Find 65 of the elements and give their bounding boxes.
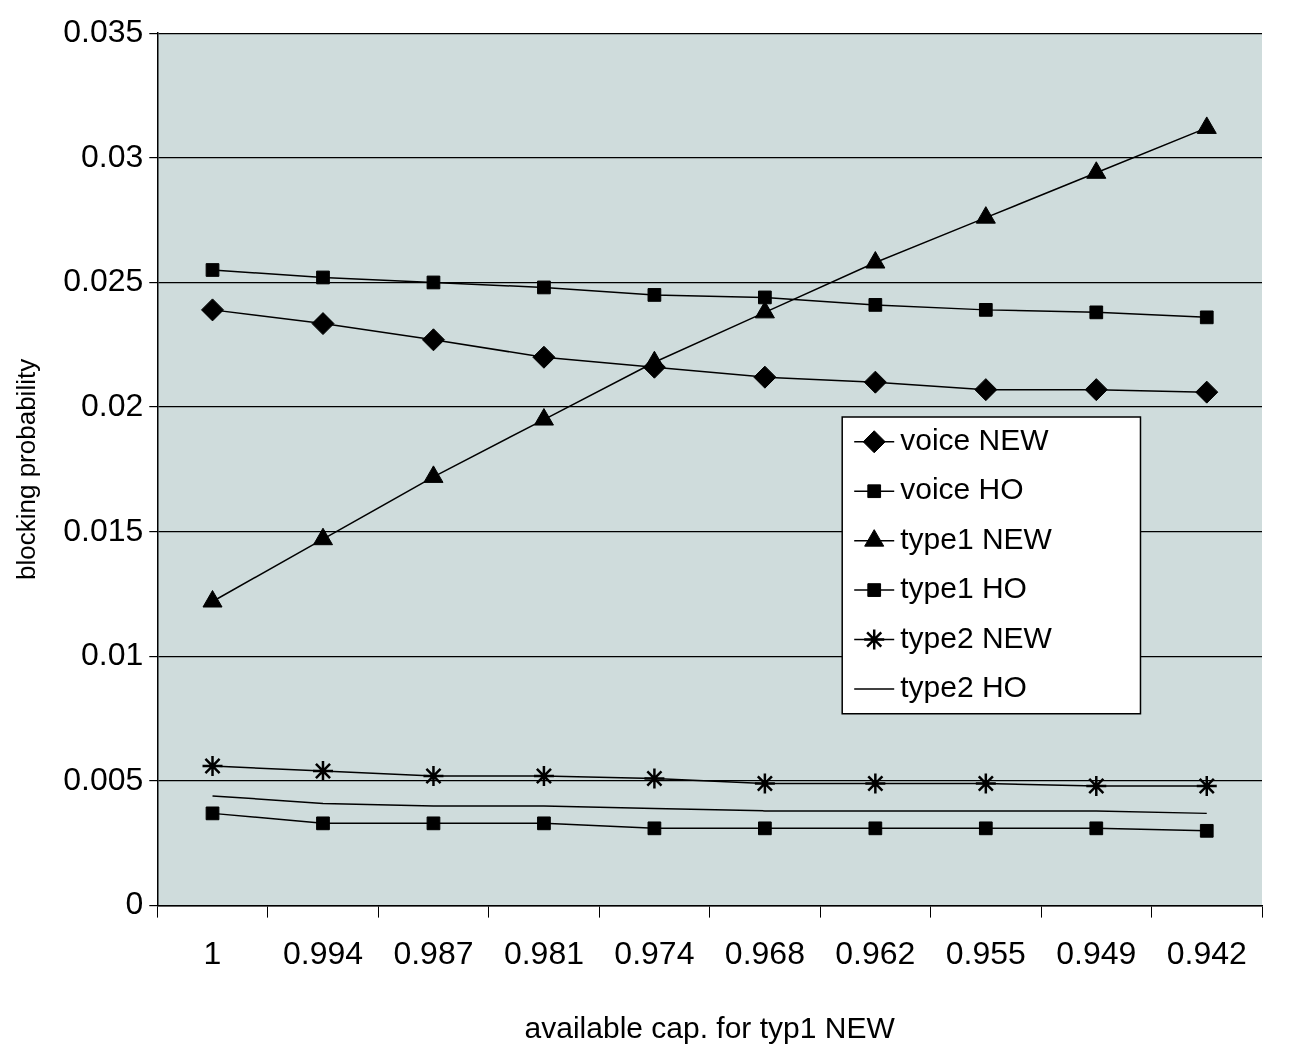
y-tick-label: 0.035 (63, 13, 144, 50)
point (201, 754, 224, 778)
x-tick-label: 0.994 (282, 934, 364, 971)
point (753, 772, 777, 795)
legend-label: type2 NEW (900, 620, 1053, 654)
point (422, 764, 445, 788)
x-tick-label: 0.974 (614, 934, 695, 971)
y-tick-label: 0.015 (63, 511, 144, 548)
point (316, 816, 330, 831)
point (868, 821, 883, 836)
point (537, 816, 551, 831)
point (316, 270, 330, 285)
point (647, 821, 662, 836)
point (1199, 823, 1214, 838)
point (1195, 380, 1219, 404)
x-tick-label: 0.949 (1056, 934, 1137, 971)
point (758, 290, 772, 305)
x-tick-label: 0.942 (1166, 934, 1247, 971)
point (1084, 378, 1108, 402)
x-tick-label: 1 (203, 934, 222, 971)
point (311, 759, 335, 783)
point (532, 764, 556, 788)
point (1089, 305, 1104, 320)
x-axis-title: available cap. for typ1 NEW (524, 1011, 896, 1045)
y-tick-label: 0 (125, 885, 144, 922)
legend-label: type1 NEW (900, 521, 1053, 555)
point (537, 280, 551, 295)
point (532, 345, 556, 369)
point (647, 288, 662, 302)
point (753, 365, 777, 389)
legend-label: voice HO (900, 472, 1024, 506)
y-axis-title: blocking probability (10, 358, 41, 580)
point (863, 370, 887, 394)
point (201, 298, 225, 322)
y-tick-label: 0.01 (81, 636, 144, 673)
point (311, 312, 335, 336)
point (1195, 774, 1219, 798)
point (1089, 821, 1104, 836)
point (978, 821, 993, 836)
point (205, 263, 220, 277)
point (974, 772, 998, 795)
y-tick-label: 0.025 (63, 262, 144, 299)
legend-label: type2 HO (900, 670, 1027, 704)
legend-label: voice NEW (900, 423, 1050, 457)
point (974, 378, 998, 402)
point (758, 821, 772, 836)
point (1199, 310, 1214, 325)
point (426, 275, 441, 290)
point (205, 806, 220, 821)
x-tick-label: 0.981 (503, 934, 584, 971)
point (643, 767, 666, 790)
x-tick-label: 0.955 (945, 934, 1026, 971)
point (978, 303, 993, 317)
y-tick-label: 0.02 (81, 386, 144, 423)
legend-label: type1 HO (900, 571, 1027, 605)
x-tick-label: 0.987 (393, 934, 474, 971)
x-tick-label: 0.962 (835, 934, 916, 971)
x-tick-label: 0.968 (724, 934, 805, 971)
point (421, 328, 445, 352)
y-tick-label: 0.005 (63, 760, 144, 797)
point (868, 298, 883, 312)
point (1085, 774, 1108, 798)
y-tick-label: 0.03 (81, 137, 144, 174)
point (864, 772, 887, 795)
point (426, 816, 441, 831)
